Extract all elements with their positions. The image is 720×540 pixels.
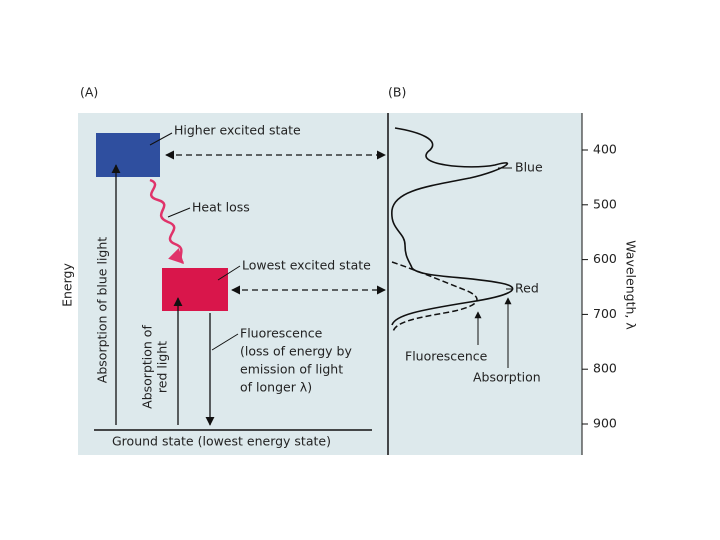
fluorescence-spectrum	[391, 261, 478, 333]
fluorescence-label: Fluorescence	[240, 326, 323, 341]
blue-peak-label: Blue	[515, 160, 543, 175]
heat-loss-arrow	[149, 178, 185, 265]
leader	[167, 207, 191, 218]
tick-label: 700	[593, 306, 617, 321]
fluorescence-peak-label: Fluorescence	[405, 349, 488, 364]
lowest-state-label: Lowest excited state	[242, 258, 371, 273]
energy-label: Energy	[60, 263, 75, 307]
leader	[149, 132, 173, 146]
panel-label: (A)	[80, 85, 98, 100]
absorption-spectrum	[391, 127, 514, 326]
red-peak-label: Red	[515, 281, 539, 296]
ticks: 400 500 600 700 800 900	[582, 142, 617, 431]
red-absorption-label: Absorption of	[140, 325, 155, 409]
fluorescence-label: (loss of energy by	[240, 344, 352, 359]
absorption-peak-label: Absorption	[473, 370, 541, 385]
tick-label: 800	[593, 361, 617, 376]
leader	[211, 333, 239, 351]
tick-label: 500	[593, 196, 617, 211]
tick-label: 900	[593, 416, 617, 431]
axis-title: Wavelength, λ	[624, 240, 639, 330]
leader	[217, 265, 241, 281]
panel-label: (B)	[388, 85, 406, 100]
higher-state-label: Higher excited state	[174, 123, 301, 138]
fluorescence-label: of longer λ)	[240, 380, 312, 395]
fluorescence-label: emission of light	[240, 362, 343, 377]
higher-state-box	[96, 133, 160, 177]
tick-label: 400	[593, 142, 617, 157]
heat-loss-label: Heat loss	[192, 200, 250, 215]
lowest-state-box	[162, 268, 228, 311]
tick-label: 600	[593, 251, 617, 266]
red-absorption-label: red light	[155, 341, 170, 393]
ground-state-label: Ground state (lowest energy state)	[112, 434, 331, 449]
blue-absorption-label: Absorption of blue light	[95, 237, 110, 383]
